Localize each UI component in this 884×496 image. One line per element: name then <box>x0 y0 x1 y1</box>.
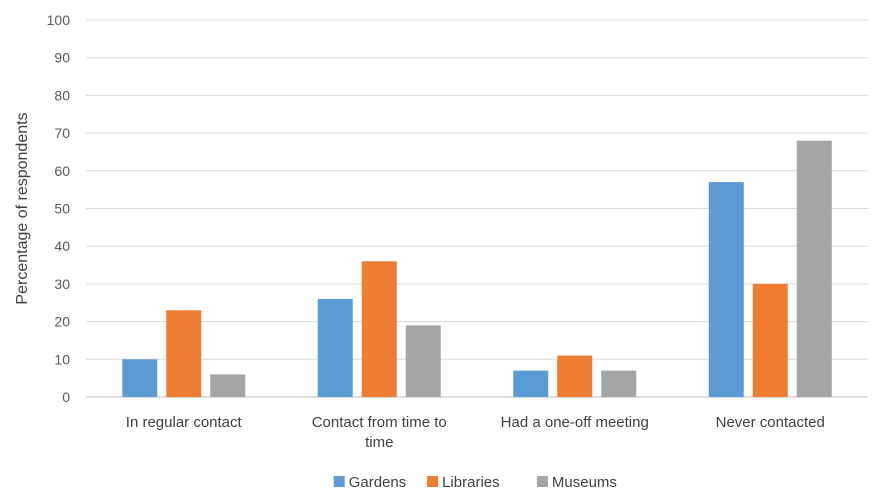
legend-item-libraries: Libraries <box>427 474 500 491</box>
y-tick-label: 100 <box>47 12 71 28</box>
x-axis-categories: In regular contact Contact from time to ti… <box>126 414 825 451</box>
legend-item-gardens: Gardens <box>333 474 407 491</box>
legend-label: Gardens <box>349 474 407 491</box>
y-tick-label: 20 <box>54 314 70 330</box>
x-category-label: Had a one-off meeting <box>501 414 649 431</box>
y-tick-label: 0 <box>62 389 70 405</box>
bar-libraries-0 <box>166 310 202 397</box>
y-axis-ticks: 0 10 20 30 40 50 60 70 80 90 100 <box>47 12 71 405</box>
bar-gardens-2 <box>513 370 549 397</box>
y-tick-label: 40 <box>54 238 70 254</box>
x-category-label: In regular contact <box>126 414 243 431</box>
bar-museums-2 <box>601 370 637 397</box>
bar-libraries-3 <box>752 283 788 397</box>
x-category-label: Contact from time to time <box>312 414 447 451</box>
y-tick-label: 90 <box>54 50 70 66</box>
gridlines <box>86 19 868 398</box>
bar-libraries-1 <box>361 261 397 397</box>
bar-gardens-0 <box>122 359 158 397</box>
legend-item-museums: Museums <box>536 474 617 491</box>
legend-swatch <box>333 476 345 487</box>
bar-museums-0 <box>210 374 246 397</box>
y-tick-label: 50 <box>54 201 70 217</box>
legend-swatch <box>427 476 439 487</box>
bar-libraries-2 <box>557 355 593 397</box>
y-tick-label: 30 <box>54 276 70 292</box>
bar-gardens-1 <box>317 298 353 397</box>
y-tick-label: 80 <box>54 87 70 103</box>
y-tick-label: 70 <box>54 125 70 141</box>
x-category-label: Never contacted <box>716 414 825 431</box>
bar-museums-3 <box>796 140 832 397</box>
bar-gardens-3 <box>708 182 744 397</box>
bars <box>122 140 832 397</box>
legend: Gardens Libraries Museums <box>333 474 617 491</box>
y-axis-label: Percentage of respondents <box>14 112 31 304</box>
legend-label: Museums <box>552 474 617 491</box>
legend-label: Libraries <box>442 474 500 491</box>
y-tick-label: 60 <box>54 163 70 179</box>
y-tick-label: 10 <box>54 351 70 367</box>
bar-museums-1 <box>405 325 441 397</box>
legend-swatch <box>536 476 548 487</box>
